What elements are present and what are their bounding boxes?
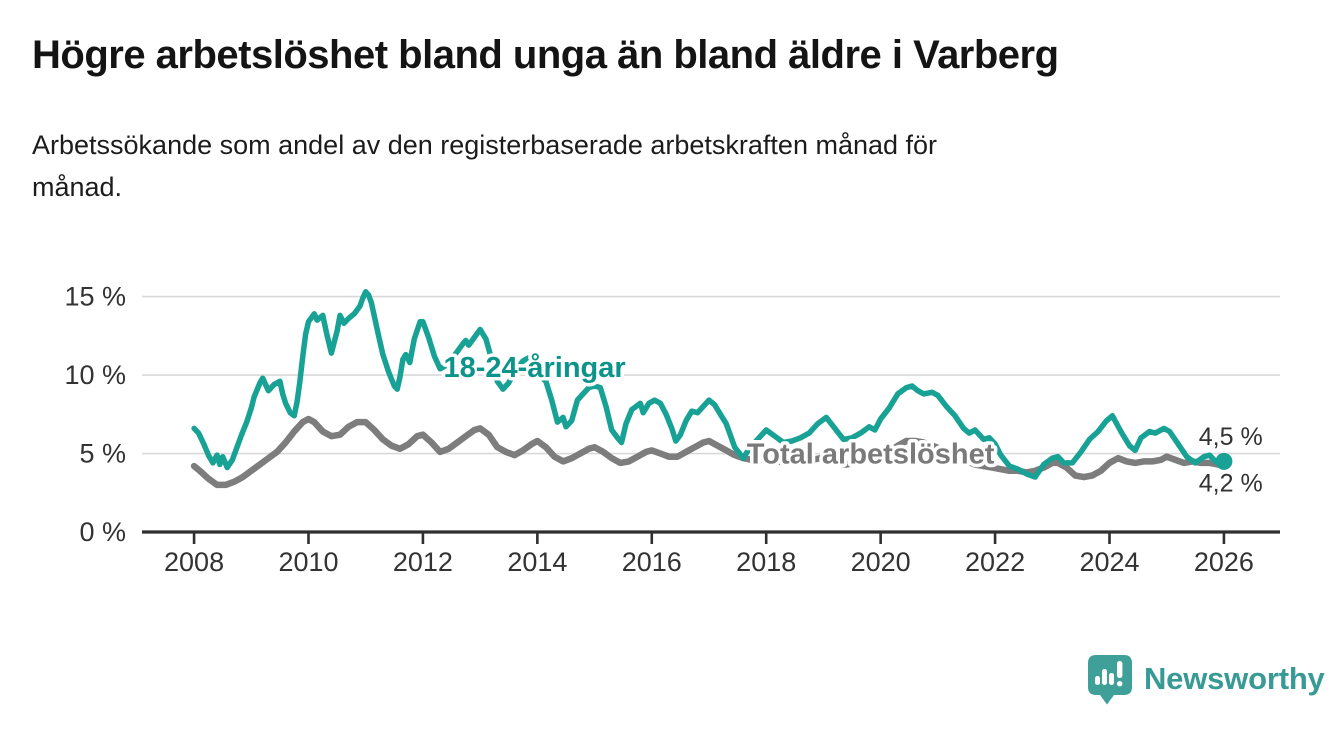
series-label: 18-24-åringar xyxy=(444,352,626,384)
x-tick-label: 2026 xyxy=(1194,547,1254,577)
newsworthy-logo[interactable]: Newsworthy xyxy=(1085,652,1325,705)
x-tick-label: 2014 xyxy=(507,547,567,577)
value-label: 4,2 % xyxy=(1199,469,1263,497)
series-end-dot xyxy=(1215,452,1233,470)
x-tick-label: 2022 xyxy=(965,547,1025,577)
subtitle-line-1: Arbetssökande som andel av den registerb… xyxy=(32,130,938,160)
series-label: Total arbetslöshet xyxy=(747,438,995,470)
page-title: Högre arbetslöshet bland unga än bland ä… xyxy=(32,33,1059,77)
subtitle-line-2: månad. xyxy=(32,172,123,202)
x-tick-label: 2024 xyxy=(1079,547,1139,577)
series-line-total-arbetsl-shet xyxy=(190,415,1228,489)
x-tick-label: 2010 xyxy=(278,547,338,577)
y-tick-label: 10 % xyxy=(64,360,126,390)
bar-chart-speech-bubble-icon xyxy=(1085,652,1135,705)
y-tick-label: 5 % xyxy=(79,439,126,469)
x-tick-label: 2012 xyxy=(393,547,453,577)
x-tick-label: 2016 xyxy=(622,547,682,577)
y-tick-label: 0 % xyxy=(79,517,126,547)
page-subtitle: Arbetssökande som andel av den registerb… xyxy=(32,124,937,208)
series-line-18-24-ringar xyxy=(191,289,1227,480)
x-tick-label: 2008 xyxy=(164,547,224,577)
y-tick-label: 15 % xyxy=(64,282,126,312)
x-tick-label: 2020 xyxy=(851,547,911,577)
brand-name: Newsworthy xyxy=(1144,660,1325,696)
x-tick-label: 2018 xyxy=(736,547,796,577)
value-label: 4,5 % xyxy=(1199,423,1263,451)
